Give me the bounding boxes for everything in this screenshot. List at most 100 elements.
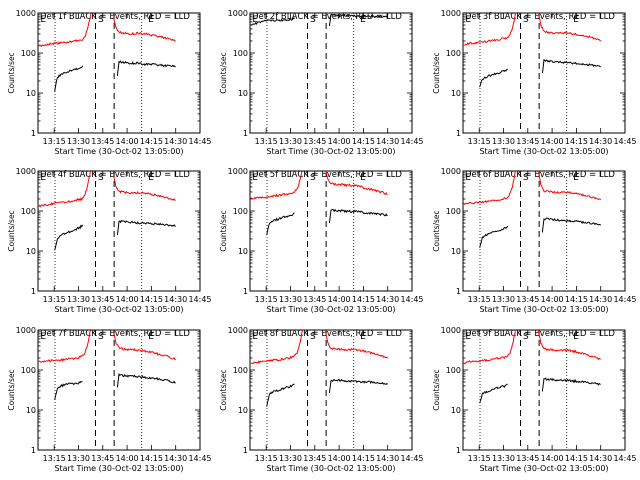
- y-axis-label: Counts/sec: [219, 210, 228, 251]
- marker-s: S: [310, 15, 316, 25]
- x-tick-label: 13:45: [91, 454, 114, 463]
- x-tick-label: 14:30: [589, 137, 612, 146]
- x-tick-label: 14:00: [116, 137, 139, 146]
- x-tick-label: 13:45: [303, 295, 326, 304]
- series-group: [38, 171, 176, 251]
- y-tick-label: 10: [238, 406, 248, 415]
- x-tick-label: 14:45: [188, 137, 211, 146]
- x-tick-label: 14:15: [565, 454, 588, 463]
- lld-series-line: [251, 0, 307, 9]
- x-tick-label: 14:45: [188, 454, 211, 463]
- x-tick-label: 13:15: [255, 137, 278, 146]
- x-tick-label: 13:15: [255, 295, 278, 304]
- x-tick-label: 14:30: [376, 137, 399, 146]
- marker-e-left: E: [465, 15, 471, 25]
- lld-series-line: [38, 330, 91, 363]
- x-tick-label: 14:00: [541, 454, 564, 463]
- y-tick-label: 100: [21, 207, 36, 216]
- plot-frame: [249, 329, 413, 451]
- marker-e-left: E: [252, 15, 258, 25]
- x-tick-label: 14:30: [164, 454, 187, 463]
- y-tick-label: 1: [243, 287, 248, 296]
- y-tick-label: 1: [31, 287, 36, 296]
- y-tick-label: 100: [446, 49, 461, 58]
- plot-frame: [37, 329, 201, 451]
- x-axis-label: Start Time (30-Oct-02 13:05:00): [54, 147, 183, 156]
- x-tick-label: 13:30: [492, 137, 515, 146]
- series-group: [463, 13, 602, 88]
- x-tick-label: 14:45: [400, 295, 423, 304]
- x-tick-label: 14:15: [352, 137, 375, 146]
- lld-series-line: [463, 330, 516, 365]
- x-tick-label: 13:30: [279, 137, 302, 146]
- y-axis-label: Counts/sec: [7, 52, 16, 93]
- marker-s: S: [310, 332, 316, 342]
- y-tick-label: 1000: [228, 9, 248, 18]
- chart-title: Det 1f BLACK = Events, RED = LLD: [40, 12, 190, 22]
- y-tick-label: 1: [456, 446, 461, 455]
- series-group: [38, 330, 176, 400]
- x-axis-label: Start Time (30-Oct-02 13:05:00): [266, 147, 395, 156]
- series-group: [250, 171, 388, 236]
- y-axis-label: Counts/sec: [7, 369, 16, 410]
- x-tick-label: 14:00: [541, 137, 564, 146]
- x-axis-label: Start Time (30-Oct-02 13:05:00): [54, 464, 183, 473]
- x-tick-label: 13:45: [91, 295, 114, 304]
- x-tick-label: 13:45: [303, 137, 326, 146]
- x-axis-label: Start Time (30-Oct-02 13:05:00): [479, 464, 608, 473]
- marker-e-right: E: [573, 173, 579, 183]
- x-tick-label: 14:00: [328, 137, 351, 146]
- marker-e-left: E: [40, 332, 46, 342]
- marker-s: S: [98, 173, 104, 183]
- chart-title: Det 4f BLACK = Events, RED = LLD: [40, 170, 190, 180]
- y-tick-label: 1000: [16, 9, 36, 18]
- x-tick-label: 14:00: [116, 454, 139, 463]
- x-tick-label: 14:45: [400, 454, 423, 463]
- chart-title: Det 9f BLACK = Events, RED = LLD: [465, 329, 615, 339]
- y-tick-label: 100: [446, 366, 461, 375]
- lld-series-line: [38, 171, 91, 208]
- lld-series-line: [538, 13, 602, 42]
- events-series-line: [479, 225, 509, 248]
- marker-e-left: E: [465, 332, 471, 342]
- x-tick-label: 13:45: [516, 454, 539, 463]
- x-tick-label: 13:15: [468, 295, 491, 304]
- x-tick-label: 14:00: [541, 295, 564, 304]
- marker-e-right: E: [360, 15, 366, 25]
- y-tick-label: 1000: [441, 9, 461, 18]
- lld-series-line: [250, 171, 303, 200]
- x-tick-label: 13:15: [468, 454, 491, 463]
- marker-s: S: [523, 332, 529, 342]
- x-tick-label: 13:30: [67, 137, 90, 146]
- x-tick-label: 13:15: [43, 295, 66, 304]
- marker-e-right: E: [148, 173, 154, 183]
- x-axis-label: Start Time (30-Oct-02 13:05:00): [266, 305, 395, 314]
- chart-title: Det 8f BLACK = Events, RED = LLD: [252, 329, 402, 339]
- chart-title: Det 2f BLACK = Events, RED = LLD: [252, 12, 402, 22]
- y-tick-label: 1000: [228, 326, 248, 335]
- x-axis-label: Start Time (30-Oct-02 13:05:00): [54, 305, 183, 314]
- plot-frame: [462, 329, 626, 451]
- y-tick-label: 100: [233, 366, 248, 375]
- x-tick-label: 14:45: [613, 454, 636, 463]
- events-series-line: [250, 17, 295, 26]
- marker-e-right: E: [573, 15, 579, 25]
- events-series-line: [328, 378, 389, 394]
- events-series-line: [54, 65, 84, 92]
- x-tick-label: 13:30: [279, 295, 302, 304]
- marker-e-left: E: [252, 173, 258, 183]
- marker-e-right: E: [148, 332, 154, 342]
- plot-frame: [249, 12, 413, 134]
- y-tick-label: 1: [31, 129, 36, 138]
- events-series-line: [116, 372, 176, 388]
- marker-s: S: [523, 15, 529, 25]
- x-tick-label: 14:15: [565, 295, 588, 304]
- y-tick-label: 1000: [228, 167, 248, 176]
- events-series-line: [479, 68, 508, 88]
- x-tick-label: 13:45: [516, 137, 539, 146]
- y-axis-label: Counts/sec: [432, 210, 441, 251]
- lld-series-line: [323, 0, 388, 6]
